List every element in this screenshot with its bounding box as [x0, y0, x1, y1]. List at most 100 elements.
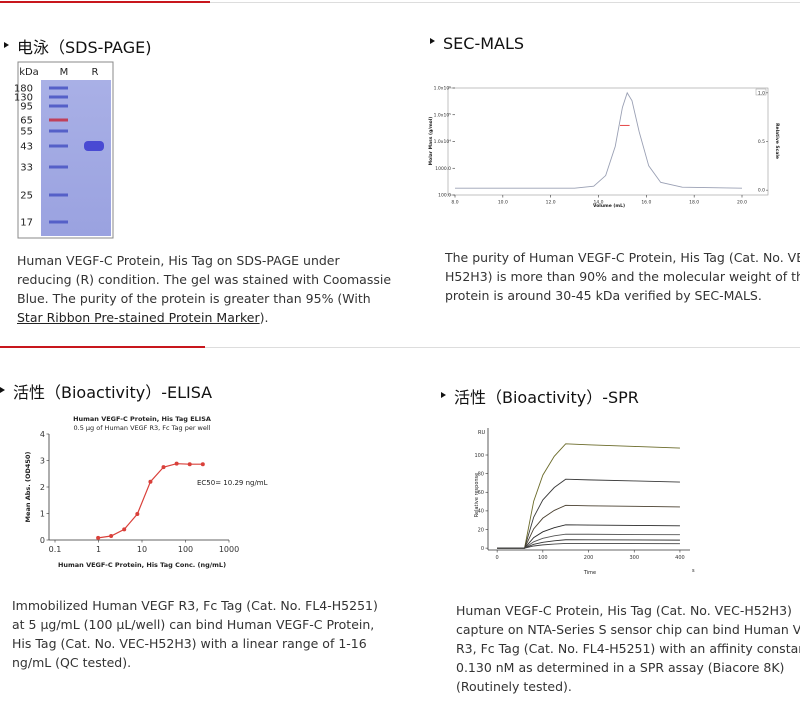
ladder-band	[49, 129, 68, 133]
section-title: 活性（Bioactivity）-SPR	[441, 384, 639, 408]
data-point	[174, 461, 179, 466]
data-point	[135, 512, 140, 517]
series-line	[497, 539, 680, 549]
gel-marker-label: 43	[20, 142, 33, 153]
data-point	[187, 462, 192, 467]
caption-line: His Tag (Cat. No. VEC-H52H3) with a line…	[12, 636, 367, 651]
y-tick-label: 40	[478, 509, 484, 515]
chart-subtitle: 0.5 μg of Human VEGF R3, Fc Tag per well	[74, 424, 211, 432]
x-tick-label: 14.0	[593, 200, 603, 206]
gel-marker-label: 95	[20, 102, 33, 113]
sample-band	[84, 141, 104, 151]
ladder-band	[49, 118, 68, 122]
caption-line: Immobilized Human VEGF R3, Fc Tag (Cat. …	[12, 598, 378, 613]
gel-marker-label: 130	[14, 93, 33, 104]
y2-tick-label: 0.0	[758, 188, 765, 194]
y-tick-label: 3	[40, 456, 45, 465]
x-tick-label: 20.0	[737, 200, 747, 206]
y-tick-label: 1.0x10⁵	[434, 112, 452, 118]
section-title: 活性（Bioactivity）-ELISA	[0, 379, 212, 403]
x-axis-label: Volume (mL)	[593, 203, 625, 209]
caption-line: Human VEGF-C Protein, His Tag (Cat. No. …	[456, 603, 792, 618]
caption: Human VEGF-C Protein, His Tag (Cat. No. …	[456, 601, 800, 696]
y-axis-label: Relative response	[474, 473, 480, 517]
x-tick-label: 10.0	[498, 200, 508, 206]
data-point	[200, 462, 205, 467]
ladder-band	[49, 193, 68, 197]
gel-marker-label: 55	[20, 127, 33, 138]
gel-marker-label: 17	[20, 218, 33, 229]
y-axis-label: Molar Mass (g/mol)	[428, 117, 434, 166]
gel-marker-label: 25	[20, 191, 33, 202]
y-unit: RU	[478, 430, 485, 436]
marker-link[interactable]: Star Ribbon Pre-stained Protein Marker	[17, 310, 260, 325]
gel-marker-label: 65	[20, 116, 33, 127]
y-tick-label: 1	[40, 509, 45, 518]
y-tick-label: 1000.0	[435, 166, 451, 172]
y2-tick-label: 0.5	[758, 139, 765, 145]
y-tick-label: 0	[40, 536, 45, 545]
x-tick-label: 100	[178, 545, 193, 554]
y-tick-label: 1.0x10⁶	[434, 86, 452, 92]
top-accent	[0, 1, 210, 3]
data-point	[96, 535, 101, 540]
x-axis-label: Human VEGF-C Protein, His Tag Conc. (ng/…	[58, 561, 226, 569]
caption-line: 0.130 nM as determined in a SPR assay (B…	[456, 660, 785, 675]
data-point	[109, 534, 114, 539]
caption-line: H52H3) is more than 90% and the molecula…	[445, 269, 800, 284]
y2-axis-label: Relative Scale	[774, 123, 780, 159]
gel	[41, 80, 111, 236]
caption-line: capture on NTA-Series S sensor chip can …	[456, 622, 800, 637]
gel-header: R	[92, 67, 99, 78]
section-title: SEC-MALS	[430, 34, 524, 53]
y2-tick-label: 1.0	[758, 90, 765, 96]
section-title: 电泳（SDS-PAGE)	[4, 34, 151, 58]
x-tick-label: 10	[137, 545, 147, 554]
x-tick-label: 0	[496, 555, 499, 561]
sec-legend-box	[755, 88, 767, 96]
y-tick-label: 0	[481, 546, 484, 552]
chart-title: Human VEGF-C Protein, His Tag ELISA	[73, 415, 211, 423]
x-tick-label: 300	[629, 555, 639, 561]
data-point	[122, 527, 127, 532]
annotation: EC50= 10.29 ng/mL	[197, 479, 268, 487]
gel-marker-label: 180	[14, 84, 33, 95]
y-tick-label: 20	[478, 527, 484, 533]
data-point	[161, 465, 166, 470]
series-line	[497, 504, 680, 549]
caption-line: Human VEGF-C Protein, His Tag on SDS-PAG…	[17, 253, 340, 268]
series-line	[98, 463, 203, 539]
ladder-band	[49, 165, 68, 169]
x-tick-label: 1000	[219, 545, 239, 554]
x-tick-label: 1	[96, 545, 101, 554]
caption-line: protein is around 30-45 kDa verified by …	[445, 288, 762, 303]
x-tick-label: 18.0	[689, 200, 699, 206]
caption-line: ng/mL (QC tested).	[12, 655, 132, 670]
x-tick-label: 100	[538, 555, 548, 561]
series-line	[455, 91, 743, 189]
caption-text: ).	[259, 310, 269, 325]
caption: Immobilized Human VEGF R3, Fc Tag (Cat. …	[12, 596, 378, 672]
divider-accent	[0, 346, 205, 348]
x-tick-label: 0.1	[49, 545, 62, 554]
y-tick-label: 80	[478, 471, 484, 477]
series-line	[497, 533, 680, 549]
x-tick-label: 16.0	[641, 200, 651, 206]
caption-line: reducing (R) condition. The gel was stai…	[17, 272, 392, 287]
caption-line: at 5 μg/mL (100 μL/well) can bind Human …	[12, 617, 375, 632]
x-tick-label: 400	[675, 555, 685, 561]
ladder-band	[49, 144, 68, 148]
gel-header: M	[60, 67, 69, 78]
series-line	[497, 478, 680, 549]
sec-frame	[447, 87, 769, 196]
gel-header: kDa	[19, 67, 39, 78]
x-axis-label: Time	[583, 570, 596, 576]
y-tick-label: 100.0	[438, 193, 451, 199]
y-tick-label: 2	[40, 483, 45, 492]
data-point	[148, 479, 153, 484]
y-axis-label: Mean Abs. (OD450)	[24, 452, 32, 523]
y-tick-label: 1.0x10⁴	[434, 139, 452, 145]
y-tick-label: 60	[478, 490, 484, 496]
